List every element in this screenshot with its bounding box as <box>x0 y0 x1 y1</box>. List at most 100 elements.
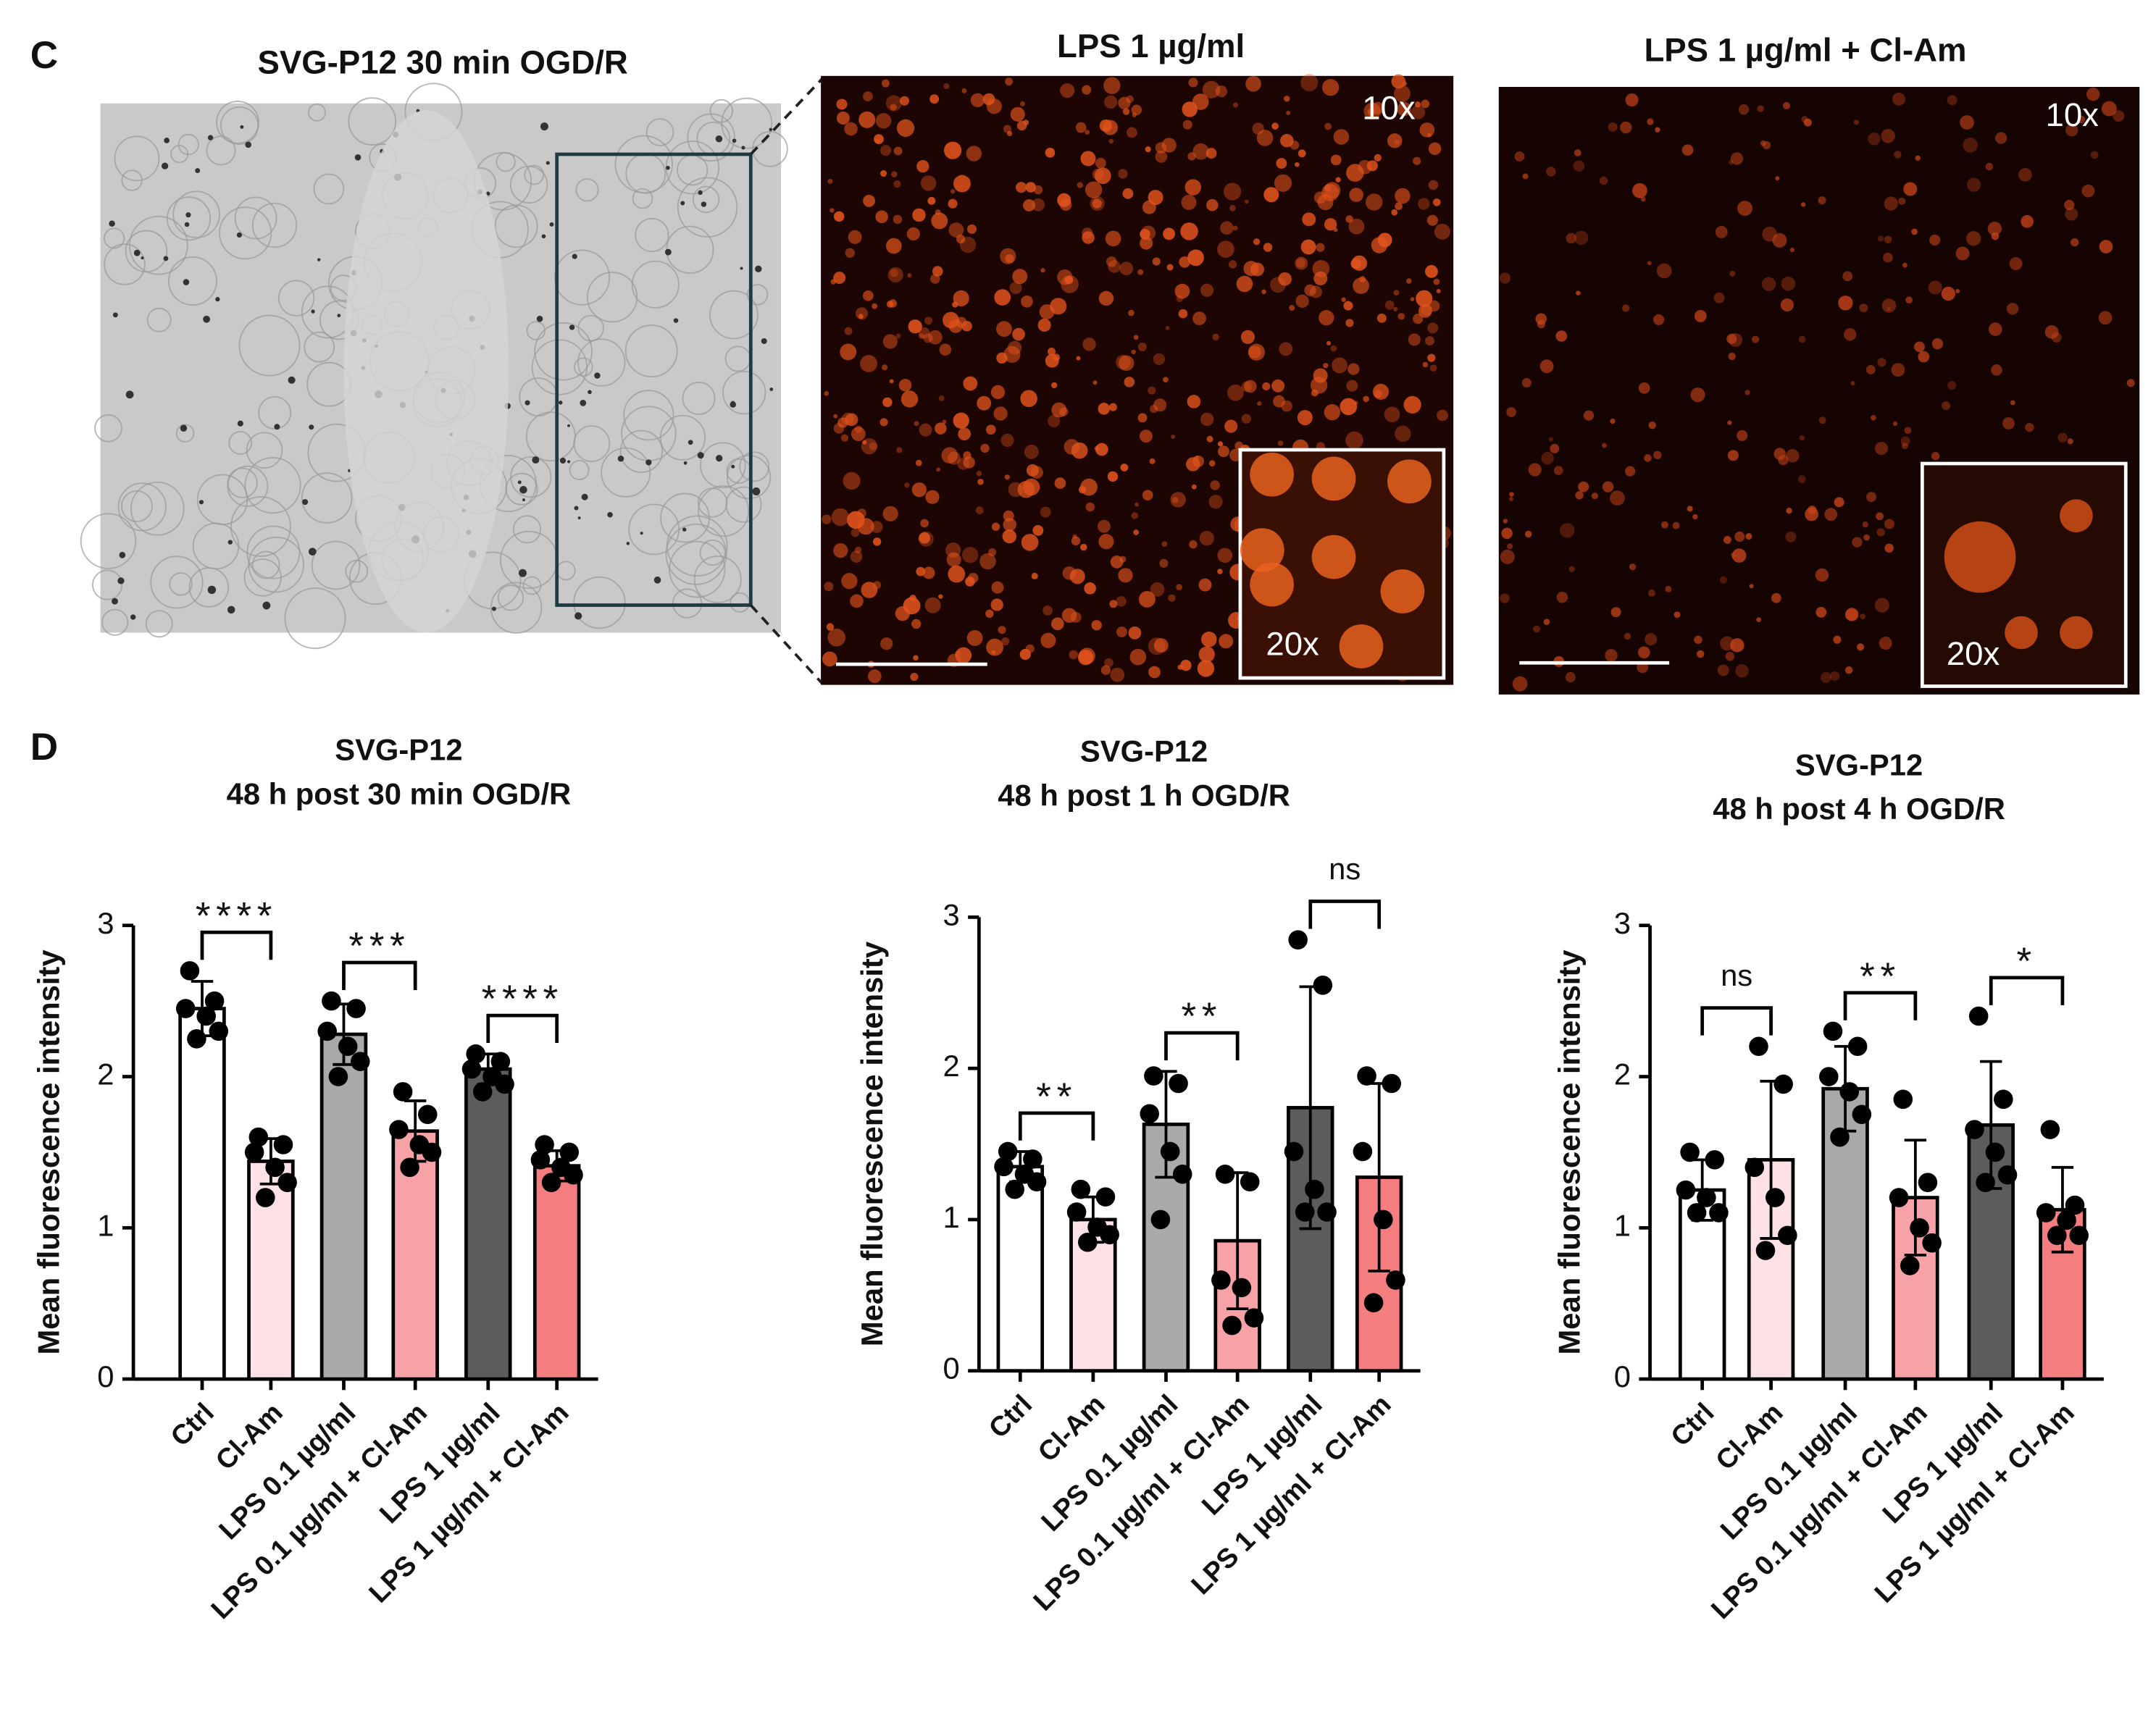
cell <box>1030 466 1043 479</box>
cell <box>941 447 958 464</box>
cell-outline <box>722 370 766 415</box>
cell <box>844 327 853 335</box>
cell <box>1100 665 1111 675</box>
cell <box>833 211 845 222</box>
cell <box>885 95 902 112</box>
cell <box>1119 556 1127 563</box>
cell <box>1155 142 1167 154</box>
cell-outline <box>531 339 588 395</box>
cell <box>1942 401 1950 411</box>
cell <box>1856 643 1865 651</box>
y-axis-label: Mean fluorescence intensity <box>855 942 889 1346</box>
cell <box>888 299 898 308</box>
cell <box>1918 351 1930 363</box>
cell <box>1045 147 1056 158</box>
cell <box>931 212 948 230</box>
cell <box>1522 173 1529 180</box>
cell <box>1798 335 1806 343</box>
cell <box>1184 179 1202 196</box>
debris <box>607 511 613 518</box>
cell <box>860 355 877 372</box>
data-point <box>1847 1036 1868 1057</box>
cell <box>1886 306 1892 311</box>
error-bar <box>1904 1139 1927 1257</box>
cell <box>1602 443 1607 448</box>
significance-label: ns <box>1721 958 1752 992</box>
cell <box>919 327 930 339</box>
cell <box>1941 286 1955 301</box>
cell <box>1403 395 1421 414</box>
cell <box>1499 272 1511 284</box>
data-point <box>248 1127 269 1147</box>
cell <box>1931 338 1944 350</box>
cell <box>1148 190 1163 206</box>
cell <box>1610 607 1621 618</box>
cell <box>1995 132 2007 144</box>
bar <box>464 1067 512 1381</box>
cell <box>1218 445 1229 458</box>
cell <box>2006 303 2019 315</box>
cell <box>1153 638 1169 653</box>
cell <box>895 605 910 621</box>
cell <box>1240 330 1255 344</box>
cell-outline <box>244 457 301 514</box>
cell <box>1353 277 1369 294</box>
significance-label: **** <box>196 894 277 937</box>
cell <box>1234 441 1244 450</box>
cell <box>1241 381 1252 392</box>
cell <box>1197 660 1215 677</box>
cell <box>1187 152 1196 161</box>
debris <box>761 338 767 344</box>
cell <box>1728 352 1736 361</box>
cell <box>1009 282 1022 295</box>
cell <box>1928 280 1942 295</box>
cell <box>986 638 1004 656</box>
cell <box>1537 320 1545 329</box>
cell <box>1876 528 1885 537</box>
cell <box>837 417 848 428</box>
cell <box>1647 118 1654 125</box>
y-tick-label: 3 <box>97 906 114 940</box>
cell <box>1745 533 1752 540</box>
cell <box>898 379 912 392</box>
cell-outline <box>192 522 240 570</box>
cell <box>1098 534 1114 550</box>
cell <box>1137 269 1144 275</box>
cell <box>1140 236 1153 250</box>
cell <box>1556 592 1568 603</box>
cell <box>863 194 876 207</box>
cell <box>1012 327 1025 341</box>
cell <box>1128 309 1135 316</box>
cell <box>882 364 888 371</box>
cell <box>1358 159 1372 175</box>
cell <box>896 447 903 453</box>
cell <box>998 626 1006 634</box>
panel-label: C <box>30 34 58 77</box>
cell <box>1103 77 1121 94</box>
cell <box>1025 182 1037 193</box>
cell <box>1756 617 1761 622</box>
cell-outline <box>709 290 759 340</box>
cell-outline <box>687 113 735 162</box>
debris <box>185 212 191 218</box>
cell <box>855 307 869 320</box>
cell <box>1387 133 1403 148</box>
cell-outline <box>512 515 542 544</box>
cell <box>1250 452 1294 497</box>
cell <box>1295 162 1300 167</box>
cell <box>1132 112 1137 117</box>
cell <box>1391 209 1398 216</box>
cell <box>1672 521 1680 529</box>
cell <box>851 427 866 442</box>
cell <box>1166 264 1174 271</box>
cell <box>938 594 943 599</box>
cell <box>1374 389 1383 398</box>
cell <box>1118 96 1131 109</box>
cell-outline <box>553 249 611 306</box>
cell <box>2067 438 2073 445</box>
cell <box>1040 506 1051 518</box>
cell <box>857 518 874 535</box>
cell <box>1140 229 1150 240</box>
cell <box>1565 672 1576 683</box>
cell-outline <box>227 467 258 498</box>
